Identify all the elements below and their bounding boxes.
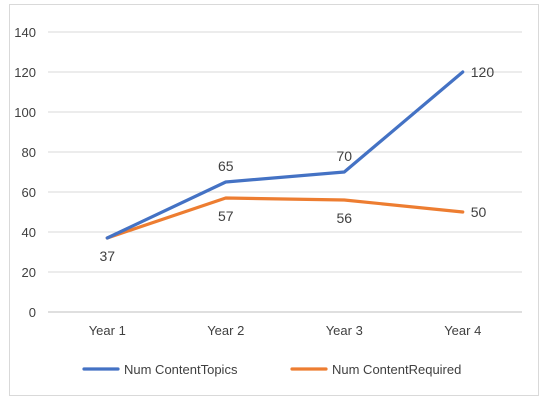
data-label: 120 <box>471 64 495 80</box>
legend: Num ContentTopics Num ContentRequired <box>82 362 461 377</box>
y-tick-label: 80 <box>22 145 36 160</box>
data-label: 50 <box>471 204 487 220</box>
x-tick-label: Year 1 <box>89 323 126 338</box>
series-line-1 <box>105 196 465 240</box>
data-label: 57 <box>218 208 234 224</box>
y-tick-label: 20 <box>22 265 36 280</box>
data-label: 56 <box>336 210 352 226</box>
series-lines <box>105 70 465 240</box>
y-tick-label: 60 <box>22 185 36 200</box>
data-label: 70 <box>336 148 352 164</box>
data-label: 65 <box>218 158 234 174</box>
legend-label: Num ContentRequired <box>332 362 461 377</box>
y-tick-label: 140 <box>14 25 36 40</box>
y-tick-label: 0 <box>29 305 36 320</box>
legend-item: Num ContentRequired <box>290 362 461 377</box>
data-labels: 37 65 70 120 57 56 50 <box>99 64 494 264</box>
y-tick-label: 40 <box>22 225 36 240</box>
x-tick-label: Year 4 <box>444 323 481 338</box>
x-tick-label: Year 3 <box>326 323 363 338</box>
y-tick-label: 100 <box>14 105 36 120</box>
legend-label: Num ContentTopics <box>124 362 238 377</box>
x-axis-ticks: Year 1 Year 2 Year 3 Year 4 <box>89 323 482 338</box>
gridlines <box>48 31 522 313</box>
y-axis-ticks: 0 20 40 60 80 100 120 140 <box>14 25 36 320</box>
data-label: 37 <box>99 248 115 264</box>
legend-item: Num ContentTopics <box>82 362 238 377</box>
x-tick-label: Year 2 <box>207 323 244 338</box>
series-line-0 <box>105 70 465 240</box>
y-tick-label: 120 <box>14 65 36 80</box>
